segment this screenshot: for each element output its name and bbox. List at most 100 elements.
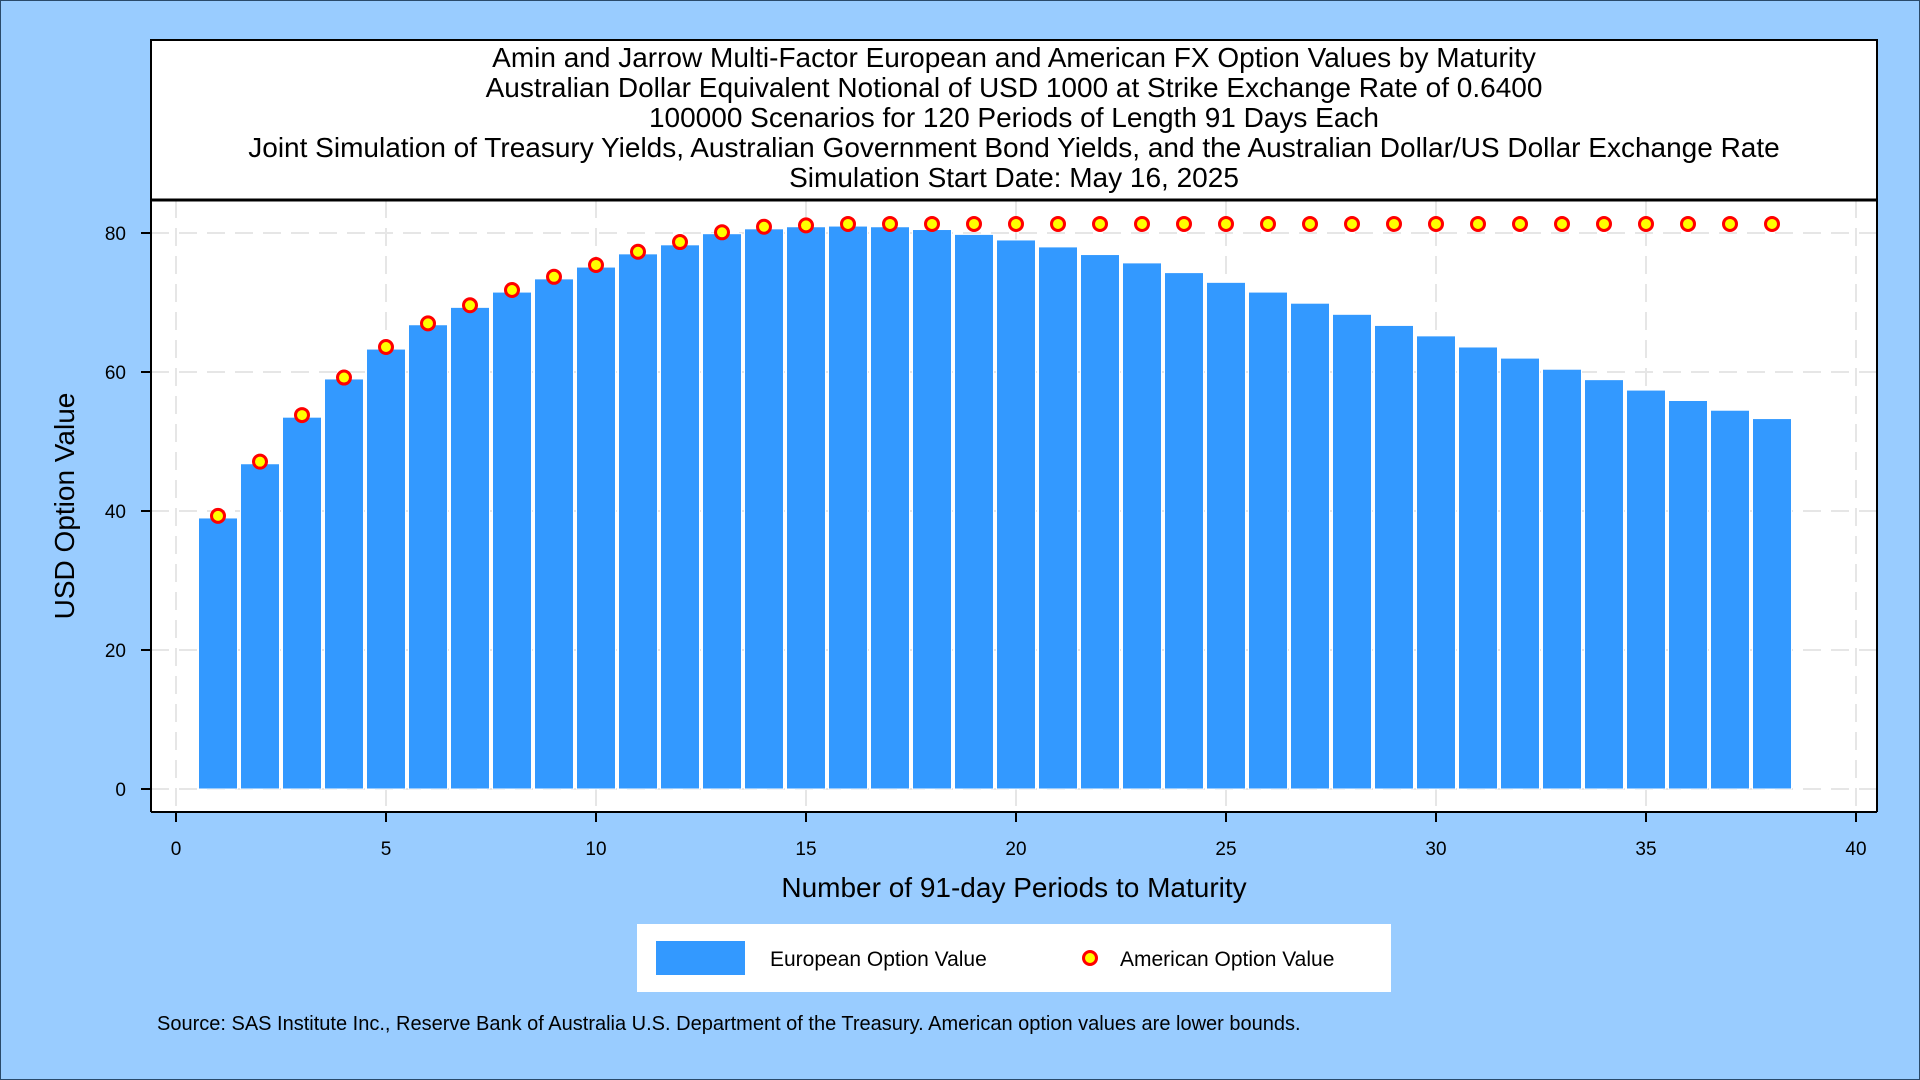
american-marker <box>1260 215 1276 232</box>
legend-american-label: American Option Value <box>1120 948 1334 971</box>
european-bar <box>1458 346 1498 790</box>
american-marker <box>294 407 310 424</box>
american-marker <box>1092 215 1108 232</box>
european-bar <box>1080 254 1120 790</box>
x-tick-label: 30 <box>1425 839 1446 860</box>
american-marker <box>1176 215 1192 232</box>
american-marker <box>714 224 730 241</box>
x-ticks-group: 0 5 10 15 20 25 30 35 40 <box>171 812 1867 860</box>
legend-european-label: European Option Value <box>770 948 987 971</box>
european-bar <box>954 233 994 790</box>
american-marker <box>1638 215 1654 232</box>
footnote: Source: SAS Institute Inc., Reserve Bank… <box>157 1013 1301 1035</box>
american-marker <box>1554 215 1570 232</box>
title-line-2: Australian Dollar Equivalent Notional of… <box>486 72 1543 103</box>
american-marker <box>630 243 646 260</box>
legend-box <box>637 924 1391 992</box>
american-marker <box>1008 215 1024 232</box>
european-bar <box>1332 313 1372 790</box>
title-line-5: Simulation Start Date: May 16, 2025 <box>789 162 1239 193</box>
european-bar <box>324 378 364 790</box>
european-bar <box>240 463 280 790</box>
american-marker <box>504 281 520 298</box>
y-tick-label: 20 <box>105 641 126 662</box>
title-box <box>150 39 1878 201</box>
x-tick-label: 35 <box>1635 839 1656 860</box>
x-tick-label: 15 <box>795 839 816 860</box>
title-line-3: 100000 Scenarios for 120 Periods of Leng… <box>649 102 1379 133</box>
x-tick-label: 20 <box>1005 839 1026 860</box>
y-tick-label: 60 <box>105 363 126 384</box>
european-bar <box>534 278 574 790</box>
american-marker <box>378 338 394 355</box>
european-bar <box>1206 281 1246 790</box>
y-ticks-group: 0 20 40 60 80 <box>105 224 151 801</box>
european-bar <box>366 348 406 790</box>
x-tick-label: 10 <box>585 839 606 860</box>
european-bar <box>1038 246 1078 790</box>
american-marker <box>1722 215 1738 232</box>
american-marker <box>840 215 856 232</box>
american-marker <box>1218 215 1234 232</box>
american-marker <box>1680 215 1696 232</box>
american-marker <box>1050 215 1066 232</box>
american-marker <box>1764 215 1780 232</box>
legend-european-swatch <box>656 941 745 975</box>
european-bar <box>408 324 448 790</box>
american-marker <box>1344 215 1360 232</box>
american-marker <box>420 315 436 332</box>
european-bar <box>1290 302 1330 790</box>
title-line-4: Joint Simulation of Treasury Yields, Aus… <box>248 132 1779 163</box>
european-bar <box>828 225 868 790</box>
american-marker <box>546 268 562 285</box>
y-tick-label: 80 <box>105 224 126 245</box>
european-bar <box>1374 324 1414 790</box>
european-bar <box>1164 272 1204 790</box>
x-tick-label: 40 <box>1845 839 1866 860</box>
european-bar <box>996 239 1036 790</box>
american-marker <box>756 218 772 235</box>
european-bar <box>1584 379 1624 790</box>
american-marker <box>798 217 814 234</box>
european-bar <box>450 306 490 790</box>
european-bar <box>576 266 616 790</box>
european-bar <box>1626 389 1666 790</box>
american-marker <box>1428 215 1444 232</box>
american-marker <box>210 507 226 524</box>
y-tick-label: 0 <box>115 780 126 801</box>
american-marker <box>1302 215 1318 232</box>
european-bar <box>786 226 826 790</box>
european-bar <box>870 226 910 790</box>
x-tick-label: 5 <box>381 839 392 860</box>
legend-american-marker <box>1082 950 1098 966</box>
american-marker <box>588 256 604 273</box>
european-bar <box>660 244 700 790</box>
y-tick-label: 40 <box>105 502 126 523</box>
european-bar <box>282 416 322 790</box>
european-bar <box>1500 357 1540 790</box>
american-marker <box>672 234 688 251</box>
european-bar <box>1668 399 1708 790</box>
european-bar <box>1542 368 1582 790</box>
bars-group <box>198 225 1792 790</box>
european-bar <box>702 233 742 790</box>
american-marker <box>882 215 898 232</box>
y-axis-title: USD Option Value <box>49 393 80 620</box>
title-line-1: Amin and Jarrow Multi-Factor European an… <box>492 42 1536 73</box>
american-marker <box>966 215 982 232</box>
european-bar <box>1122 262 1162 790</box>
european-bar <box>1248 291 1288 790</box>
american-marker <box>252 453 268 470</box>
european-bar <box>618 253 658 790</box>
european-bar <box>492 291 532 790</box>
american-marker <box>1134 215 1150 232</box>
markers-group <box>210 215 1780 524</box>
x-axis-title: Number of 91-day Periods to Maturity <box>781 872 1246 903</box>
american-marker <box>336 369 352 386</box>
european-bar <box>198 517 238 790</box>
european-bar <box>744 228 784 790</box>
european-bar <box>1710 409 1750 790</box>
european-bar <box>912 229 952 790</box>
american-marker <box>1596 215 1612 232</box>
